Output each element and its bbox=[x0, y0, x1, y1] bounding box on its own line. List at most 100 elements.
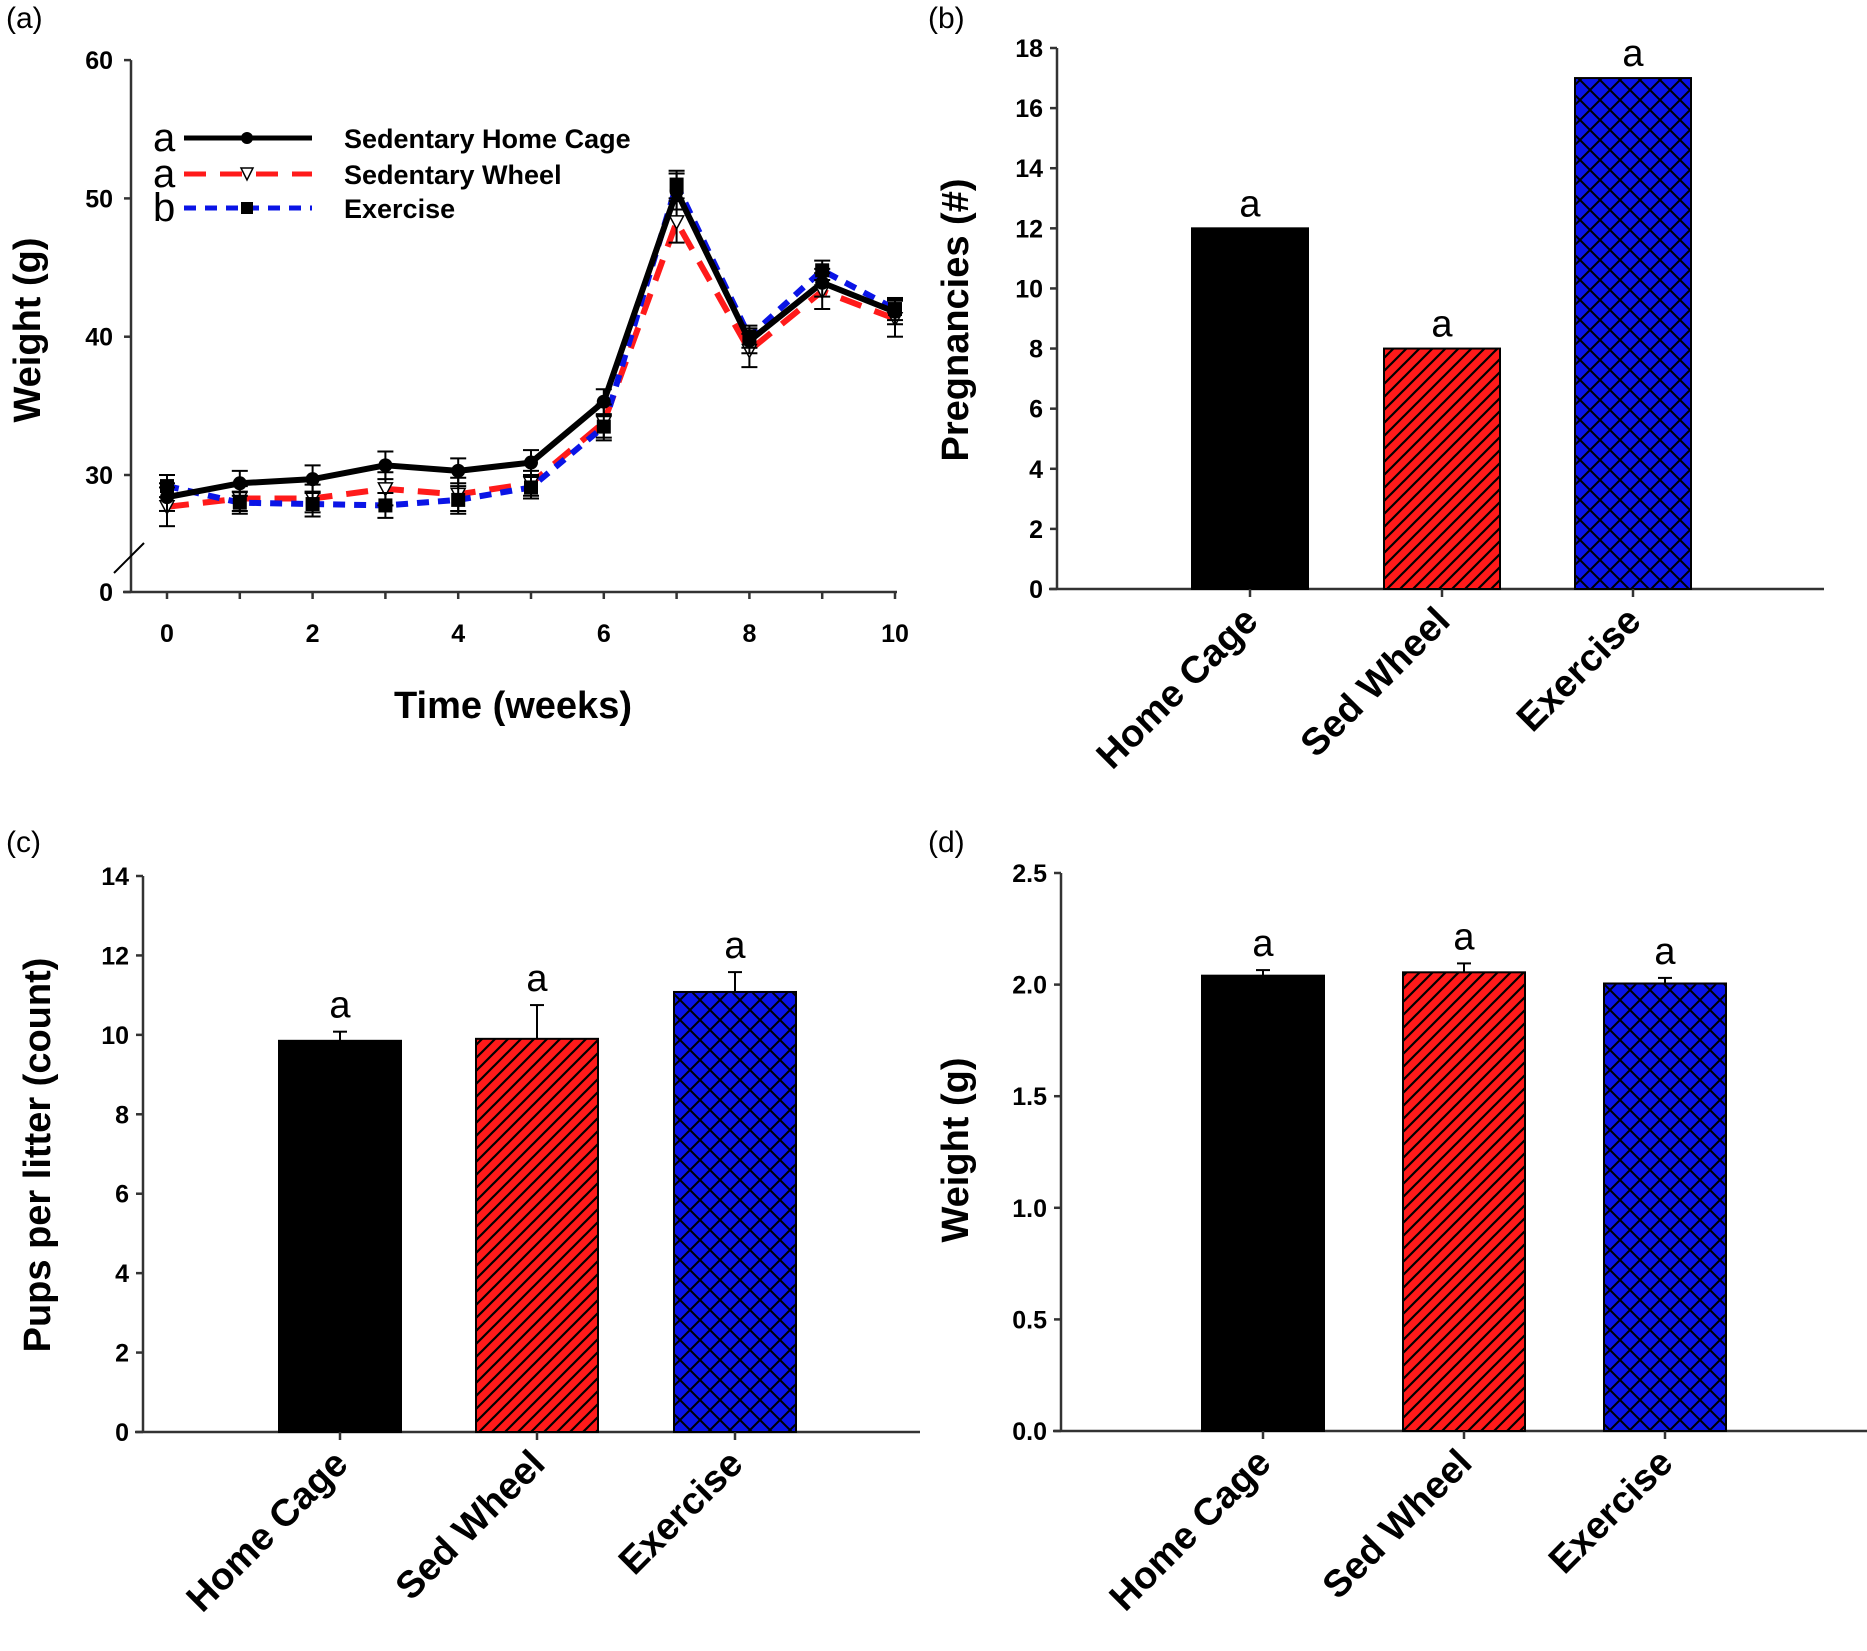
data-point-square bbox=[232, 495, 247, 510]
legend-significance-letter: b bbox=[153, 186, 175, 230]
panel-b-y-axis-title: Pregnancies (#) bbox=[935, 179, 977, 462]
significance-letter: a bbox=[724, 925, 746, 967]
data-point-circle bbox=[305, 472, 320, 487]
panel-a-x-ticks: 0 2 4 6 8 10 bbox=[160, 592, 909, 648]
panel-c-y-tick-label: 12 bbox=[101, 942, 129, 970]
panel-d-y-tick-label: 0.0 bbox=[1012, 1418, 1047, 1446]
legend-label: Exercise bbox=[344, 194, 455, 224]
panel-c-y-tick-label: 2 bbox=[115, 1340, 129, 1368]
bar-home-cage bbox=[1191, 227, 1309, 590]
panel-b-y-tick-label: 16 bbox=[1015, 95, 1043, 123]
panel-a-y-tick-label: 40 bbox=[85, 324, 113, 352]
data-point-circle bbox=[669, 184, 684, 199]
panel-b-category-label: Home Cage bbox=[1089, 600, 1267, 778]
bar-home-cage bbox=[278, 1039, 402, 1434]
panel-b-letter: (b) bbox=[928, 2, 965, 35]
panel-b-y-tick-label: 12 bbox=[1015, 215, 1043, 243]
data-point-circle bbox=[596, 394, 611, 409]
panel-b-y-tick-label: 2 bbox=[1029, 516, 1043, 544]
significance-letter: a bbox=[1453, 916, 1475, 958]
panel-b-bar-chart: (b) Pregnancies (#) 0 2 4 6 8 10 12 14 16 18 a Home… bbox=[928, 2, 1824, 777]
data-point-square bbox=[451, 492, 466, 507]
data-point-circle bbox=[378, 458, 393, 473]
panel-b-y-tick-label: 6 bbox=[1029, 396, 1043, 424]
panel-a-y-tick-label: 30 bbox=[85, 462, 113, 490]
legend-marker-circle bbox=[241, 132, 253, 144]
panel-b-y-tick-label: 10 bbox=[1015, 275, 1043, 303]
panel-b-y-tick-label: 18 bbox=[1015, 35, 1043, 63]
panel-c-category-label: Sed Wheel bbox=[388, 1443, 554, 1609]
bar-exercise bbox=[673, 990, 797, 1433]
panel-c-y-tick-label: 10 bbox=[101, 1022, 129, 1050]
panel-b-y-tick-label: 14 bbox=[1015, 155, 1043, 183]
legend-marker-square bbox=[241, 202, 253, 214]
bar-sed-wheel bbox=[1383, 347, 1501, 590]
panel-c-y-tick-label: 14 bbox=[101, 863, 129, 891]
data-point-triangle bbox=[668, 215, 685, 231]
panel-a-y-tick-label: 50 bbox=[85, 185, 113, 213]
data-point-circle bbox=[232, 476, 247, 491]
panel-b-plot: 0 2 4 6 8 10 12 14 16 18 a Home Cage a Sed Wheel a Exer… bbox=[1015, 33, 1824, 777]
data-point-square bbox=[378, 498, 393, 513]
data-point-circle bbox=[524, 455, 538, 470]
significance-letter: a bbox=[526, 958, 548, 1000]
panel-b-category-label: Exercise bbox=[1509, 600, 1649, 740]
panel-d-y-tick-label: 2.0 bbox=[1012, 972, 1047, 1000]
panel-a-y-ticks: 0 30 40 50 60 bbox=[85, 47, 131, 607]
significance-letter: a bbox=[1654, 931, 1676, 973]
panel-a-x-tick-label: 10 bbox=[881, 620, 909, 648]
panel-a-x-axis-title: Time (weeks) bbox=[394, 685, 632, 727]
legend-marker-triangle bbox=[239, 167, 255, 182]
bar-sed-wheel bbox=[1402, 971, 1526, 1432]
panel-a-letter: (a) bbox=[6, 2, 43, 35]
legend-significance-letter: a bbox=[153, 152, 176, 196]
legend-significance-letter: a bbox=[153, 116, 176, 160]
significance-letter: a bbox=[1622, 33, 1644, 75]
bar-sed-wheel bbox=[475, 1037, 599, 1434]
panel-b-category-label: Sed Wheel bbox=[1293, 600, 1459, 766]
legend-label: Sedentary Wheel bbox=[344, 160, 562, 190]
panel-a-x-tick-label: 4 bbox=[451, 620, 465, 648]
panel-d-letter: (d) bbox=[928, 826, 965, 859]
panel-a-series bbox=[158, 169, 904, 528]
panel-c-y-tick-label: 8 bbox=[115, 1101, 129, 1129]
panel-d-category-label: Home Cage bbox=[1102, 1442, 1280, 1620]
data-point-circle bbox=[742, 333, 757, 348]
panel-a-axes bbox=[113, 60, 897, 594]
panel-a-axis-break-mark bbox=[113, 542, 145, 574]
significance-letter: a bbox=[329, 985, 351, 1027]
panel-d-y-tick-label: 1.0 bbox=[1012, 1195, 1047, 1223]
legend-label: Sedentary Home Cage bbox=[344, 124, 631, 154]
panel-d-category-label: Exercise bbox=[1541, 1442, 1681, 1582]
panel-d-y-axis-title: Weight (g) bbox=[935, 1057, 977, 1242]
data-point-circle bbox=[815, 275, 830, 290]
panel-a-x-tick-label: 2 bbox=[306, 620, 320, 648]
panel-b-y-tick-label: 0 bbox=[1029, 576, 1043, 604]
panel-a-y-tick-label: 60 bbox=[85, 47, 113, 75]
panel-c-y-axis-title: Pups per litter (count) bbox=[17, 958, 59, 1353]
significance-letter: a bbox=[1252, 923, 1274, 965]
panel-b-y-tick-label: 4 bbox=[1029, 456, 1043, 484]
panel-a-line-chart: (a) 0 30 40 50 60 0 2 4 6 8 10 Time (weeks) Weigh… bbox=[6, 2, 909, 727]
panel-a-legend: a Sedentary Home Cage a Sedentary Wheel b Exe… bbox=[153, 116, 631, 230]
panel-b-y-tick-label: 8 bbox=[1029, 336, 1043, 364]
significance-letter: a bbox=[1431, 304, 1453, 346]
panel-d-y-tick-label: 1.5 bbox=[1012, 1083, 1047, 1111]
panel-a-x-tick-label: 8 bbox=[742, 620, 756, 648]
panel-c-y-tick-label: 6 bbox=[115, 1181, 129, 1209]
panel-c-category-label: Home Cage bbox=[179, 1443, 357, 1621]
bar-exercise bbox=[1574, 77, 1692, 591]
data-point-circle bbox=[451, 463, 466, 478]
panel-c-category-label: Exercise bbox=[611, 1443, 751, 1583]
panel-d-y-tick-label: 0.5 bbox=[1012, 1306, 1047, 1334]
panel-c-plot: 0 2 4 6 8 10 12 14 a Home Cage a Sed Wheel a Exercise bbox=[101, 863, 920, 1620]
panel-c-y-tick-label: 4 bbox=[115, 1260, 129, 1288]
data-point-square bbox=[524, 480, 538, 495]
panel-d-category-label: Sed Wheel bbox=[1315, 1442, 1481, 1608]
data-point-square bbox=[305, 497, 320, 512]
data-point-circle bbox=[888, 304, 902, 319]
panel-d-plot: 0.0 0.5 1.0 1.5 2.0 2.5 a Home Cage a Sed Wheel a E… bbox=[1012, 860, 1867, 1619]
data-point-square bbox=[596, 419, 611, 434]
panel-d-y-tick-label: 2.5 bbox=[1012, 860, 1047, 888]
